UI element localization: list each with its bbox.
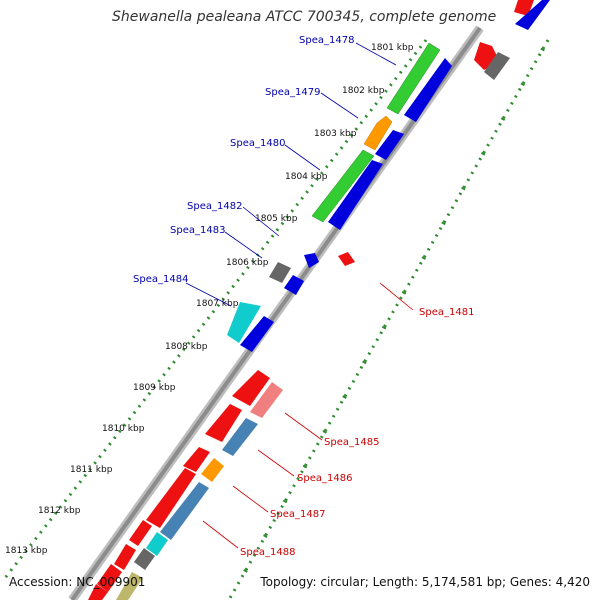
gene-block-spea-1480[interactable] — [311, 149, 375, 223]
gene-label-spea-1479[interactable]: Spea_1479 — [265, 87, 320, 98]
gene-block-blue-4[interactable] — [304, 253, 319, 268]
gene-label-spea-1487[interactable]: Spea_1487 — [270, 509, 325, 520]
kbp-label: 1801 kbp — [371, 43, 414, 53]
gene-block-blue-6[interactable] — [240, 316, 274, 352]
gene-label-spea-1486[interactable]: Spea_1486 — [297, 473, 352, 484]
gene-block-red-8[interactable] — [88, 584, 108, 600]
gene-block-spea-1485[interactable] — [250, 382, 283, 418]
gene-block-spea-1487[interactable] — [201, 458, 224, 482]
kbp-label: 1802 kbp — [342, 86, 385, 96]
leader-line-spea-1487 — [232, 485, 269, 513]
gene-block-blue-1[interactable] — [404, 58, 452, 122]
gene-label-spea-1485[interactable]: Spea_1485 — [324, 437, 379, 448]
gene-block-spea-1488[interactable] — [160, 482, 209, 540]
kbp-label: 1806 kbp — [226, 258, 269, 268]
gene-block-red-3[interactable] — [183, 447, 210, 472]
gene-block-spea-1486[interactable] — [222, 418, 258, 456]
gene-block-red-4[interactable] — [146, 468, 196, 528]
gene-label-spea-1480[interactable]: Spea_1480 — [230, 138, 285, 149]
gene-label-spea-1482[interactable]: Spea_1482 — [187, 201, 242, 212]
gene-block-red-7[interactable] — [97, 564, 122, 592]
kbp-label: 1812 kbp — [38, 506, 81, 516]
leader-line-spea-1484 — [185, 282, 232, 307]
gene-block-red-5[interactable] — [129, 520, 152, 546]
gene-block-olive[interactable] — [116, 572, 143, 600]
gene-block-spea-1481[interactable] — [338, 252, 355, 266]
gene-block-blue-5[interactable] — [284, 275, 304, 295]
gene-block-gray-2[interactable] — [134, 548, 155, 570]
gene-block-blue-3[interactable] — [328, 160, 383, 230]
kbp-label: 1811 kbp — [70, 465, 113, 475]
leader-line-spea-1482 — [242, 206, 280, 237]
gene-block-gray-right[interactable] — [484, 52, 510, 80]
genome-axis — [70, 26, 482, 600]
leader-line-spea-1481 — [379, 282, 414, 311]
leader-line-spea-1480 — [284, 144, 321, 171]
gene-block-spea-1478[interactable] — [386, 42, 441, 115]
inner-tick-track — [228, 39, 550, 599]
gene-block-red-6[interactable] — [114, 544, 136, 570]
leader-line-spea-1479 — [320, 92, 359, 119]
gene-block-spea-1479[interactable] — [363, 115, 393, 151]
outer-tick-track — [3, 39, 428, 579]
gene-label-spea-1481[interactable]: Spea_1481 — [419, 307, 474, 318]
accession-text: Accession: NC_009901 — [9, 575, 146, 589]
gene-block-red-2[interactable] — [205, 404, 242, 442]
gene-block-red-1[interactable] — [232, 370, 270, 406]
leader-line-spea-1485 — [284, 412, 323, 441]
leader-line-spea-1478 — [355, 42, 397, 66]
gene-block-cyan-2[interactable] — [146, 532, 168, 556]
kbp-label: 1808 kbp — [165, 342, 208, 352]
kbp-label: 1803 kbp — [314, 129, 357, 139]
gene-label-spea-1483[interactable]: Spea_1483 — [170, 225, 225, 236]
genome-summary-text: Topology: circular; Length: 5,174,581 bp… — [260, 575, 590, 589]
gene-label-spea-1488[interactable]: Spea_1488 — [240, 547, 295, 558]
gene-block-blue-top[interactable] — [515, 0, 550, 30]
kbp-label: 1807 kbp — [196, 299, 239, 309]
leader-line-spea-1483 — [224, 231, 263, 259]
leader-line-spea-1486 — [257, 449, 295, 477]
gene-block-gray-1[interactable] — [269, 262, 291, 283]
kbp-label: 1804 kbp — [285, 172, 328, 182]
kbp-label: 1813 kbp — [5, 546, 48, 556]
gene-block-spea-1484[interactable] — [227, 302, 261, 343]
kbp-label: 1810 kbp — [102, 424, 145, 434]
leader-line-spea-1488 — [202, 520, 239, 549]
kbp-label: 1805 kbp — [255, 214, 298, 224]
map-title: Shewanella pealeana ATCC 700345, complet… — [112, 9, 497, 25]
kbp-label: 1809 kbp — [133, 383, 176, 393]
gene-label-spea-1478[interactable]: Spea_1478 — [299, 35, 354, 46]
gene-block-blue-2[interactable] — [375, 130, 404, 160]
gene-label-spea-1484[interactable]: Spea_1484 — [133, 274, 188, 285]
